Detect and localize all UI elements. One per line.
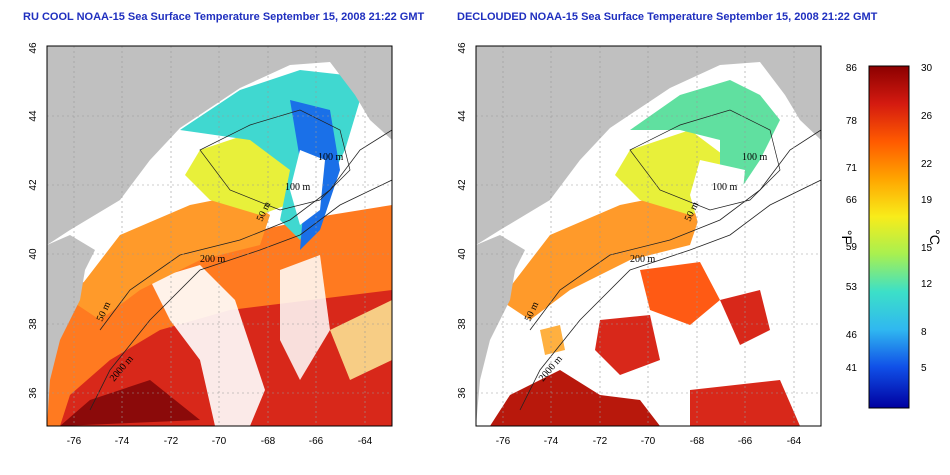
map1-contour <box>89 179 392 411</box>
map2-land <box>760 50 821 140</box>
x-tick: -70 <box>641 436 656 447</box>
y-tick: 38 <box>457 318 468 330</box>
map1-contour <box>99 129 392 331</box>
f-tick: 53 <box>846 282 858 293</box>
map2-warm-patch <box>640 262 720 325</box>
map1-contour <box>199 109 351 211</box>
colorbar-unit-c: °C <box>927 229 943 245</box>
y-tick: 40 <box>28 248 39 260</box>
colorbar-f-ticks: 86 78 71 66 59 53 46 41 <box>846 63 858 374</box>
map1-contour-label: 100 m <box>285 182 311 193</box>
map1-contour-label: 100 m <box>318 152 344 163</box>
map1-y-ticks: 36 38 40 42 44 46 <box>28 42 39 399</box>
map1-x-ticks: -76 -74 -72 -70 -68 -66 -64 <box>67 436 373 447</box>
c-tick: 8 <box>921 327 927 338</box>
map1-deep-red <box>60 380 200 426</box>
y-tick: 38 <box>28 318 39 330</box>
map2-warm-patch <box>540 325 565 355</box>
map1-cloud-streak <box>330 300 392 380</box>
y-tick: 44 <box>457 110 468 122</box>
map2-contour-label: 200 m <box>630 254 656 265</box>
map2-cloud-patch <box>690 160 745 230</box>
colorbar: 86 78 71 66 59 53 46 41 30 26 22 19 15 1… <box>839 63 943 409</box>
map2-title: DECLOUDED NOAA-15 Sea Surface Temperatur… <box>457 11 878 23</box>
f-tick: 66 <box>846 195 858 206</box>
c-tick: 26 <box>921 111 933 122</box>
y-tick: 46 <box>457 42 468 54</box>
x-tick: -68 <box>690 436 705 447</box>
map1: 100 m 100 m 50 m 200 m 50 m 2000 m -76 -… <box>28 42 393 447</box>
f-tick: 71 <box>846 163 858 174</box>
f-tick: 59 <box>846 242 858 253</box>
x-tick: -74 <box>115 436 130 447</box>
c-tick: 30 <box>921 63 933 74</box>
f-tick: 86 <box>846 63 858 74</box>
map1-contour-label: 200 m <box>200 254 226 265</box>
c-tick: 22 <box>921 159 933 170</box>
x-tick: -76 <box>496 436 511 447</box>
map1-cloud-streak <box>280 255 330 380</box>
map1-land <box>47 46 392 245</box>
x-tick: -64 <box>787 436 802 447</box>
c-tick: 5 <box>921 363 927 374</box>
map2-warm-patch <box>490 370 660 426</box>
map2-contour <box>629 109 781 211</box>
x-tick: -68 <box>261 436 276 447</box>
map2-gulf-of-maine <box>630 80 780 190</box>
f-tick: 46 <box>846 330 858 341</box>
map1-land <box>47 235 95 426</box>
x-tick: -74 <box>544 436 559 447</box>
y-tick: 36 <box>457 387 468 399</box>
x-tick: -70 <box>212 436 227 447</box>
map2-x-ticks: -76 -74 -72 -70 -68 -66 -64 <box>496 436 802 447</box>
x-tick: -72 <box>164 436 179 447</box>
map2-y-ticks: 36 38 40 42 44 46 <box>457 42 468 399</box>
map2-contour-label: 100 m <box>742 152 768 163</box>
map2-warm-patch <box>595 315 660 375</box>
f-tick: 78 <box>846 116 858 127</box>
map2-contour-label: 100 m <box>712 182 738 193</box>
map2-plot-area: 100 m 100 m 50 m 200 m 50 m 2000 m <box>476 46 821 426</box>
map1-plot-area: 100 m 100 m 50 m 200 m 50 m 2000 m <box>47 46 392 426</box>
y-tick: 36 <box>28 387 39 399</box>
colorbar-unit-f: °F <box>839 230 855 244</box>
x-tick: -72 <box>593 436 608 447</box>
f-tick: 41 <box>846 363 858 374</box>
map2-land <box>476 235 525 426</box>
colorbar-c-ticks: 30 26 22 19 15 12 8 5 <box>921 63 933 374</box>
x-tick: -66 <box>738 436 753 447</box>
map1-title: RU COOL NOAA-15 Sea Surface Temperature … <box>23 11 425 23</box>
c-tick: 19 <box>921 195 933 206</box>
y-tick: 42 <box>457 179 468 191</box>
x-tick: -66 <box>309 436 324 447</box>
y-tick: 42 <box>28 179 39 191</box>
y-tick: 44 <box>28 110 39 122</box>
map2-contour <box>529 129 821 331</box>
map1-land <box>330 50 392 140</box>
map1-cloud-streak <box>150 265 265 426</box>
x-tick: -76 <box>67 436 82 447</box>
colorbar-gradient <box>868 65 910 409</box>
x-tick: -64 <box>358 436 373 447</box>
c-tick: 12 <box>921 279 933 290</box>
c-tick: 15 <box>921 243 933 254</box>
y-tick: 40 <box>457 248 468 260</box>
map2-contour <box>519 179 821 411</box>
map1-shelf-water <box>70 195 270 320</box>
map2: 100 m 100 m 50 m 200 m 50 m 2000 m -76 -… <box>457 42 822 447</box>
map2-land <box>476 46 821 245</box>
y-tick: 46 <box>28 42 39 54</box>
